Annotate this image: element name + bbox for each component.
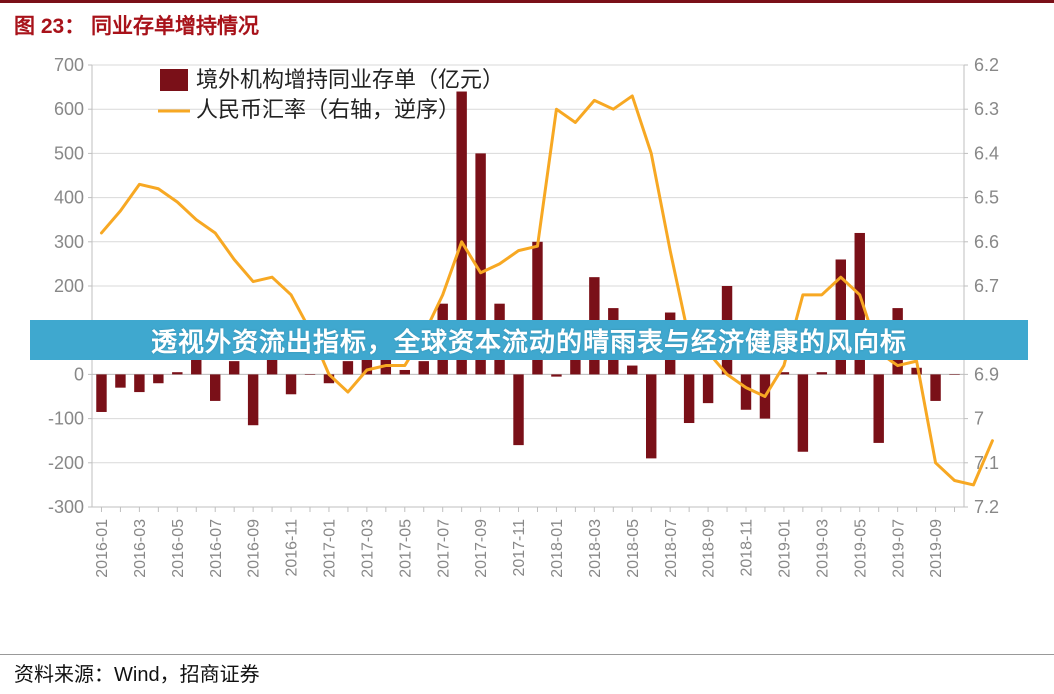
svg-text:700: 700 — [54, 55, 84, 75]
svg-text:2019-03: 2019-03 — [814, 519, 831, 578]
svg-text:6.7: 6.7 — [974, 276, 999, 296]
top-border — [0, 0, 1054, 3]
bar — [684, 374, 694, 423]
bar — [248, 374, 258, 425]
bar — [115, 374, 125, 387]
svg-text:6.6: 6.6 — [974, 232, 999, 252]
svg-text:2019-05: 2019-05 — [852, 519, 869, 578]
figure-title: 图 23： 同业存单增持情况 — [14, 10, 259, 40]
source-line: 资料来源：Wind，招商证券 — [14, 658, 260, 687]
bar — [419, 361, 429, 374]
svg-text:6.5: 6.5 — [974, 188, 999, 208]
svg-text:7: 7 — [974, 409, 984, 429]
bar — [798, 374, 808, 451]
bar — [627, 366, 637, 375]
watermark-text: 透视外资流出指标，全球资本流动的晴雨表与经济健康的风向标 — [151, 322, 907, 359]
svg-text:2017-11: 2017-11 — [511, 519, 528, 577]
svg-text:7.2: 7.2 — [974, 497, 999, 517]
bar — [134, 374, 144, 392]
figure-wrap: 图 23： 同业存单增持情况 -300-200-1000100200300400… — [0, 0, 1054, 694]
bar — [343, 361, 353, 374]
svg-text:-200: -200 — [48, 453, 84, 473]
bar — [286, 374, 296, 394]
svg-text:0: 0 — [74, 364, 84, 384]
svg-text:600: 600 — [54, 99, 84, 119]
svg-text:400: 400 — [54, 188, 84, 208]
svg-text:2019-01: 2019-01 — [777, 519, 794, 578]
svg-text:200: 200 — [54, 276, 84, 296]
svg-text:2016-07: 2016-07 — [208, 519, 225, 578]
svg-text:2019-09: 2019-09 — [928, 519, 945, 578]
svg-text:2016-11: 2016-11 — [284, 519, 301, 577]
bar — [873, 374, 883, 443]
bar — [172, 372, 182, 374]
source-text: Wind，招商证券 — [114, 664, 260, 686]
svg-text:2016-03: 2016-03 — [132, 519, 149, 578]
svg-text:2018-07: 2018-07 — [663, 519, 680, 578]
svg-text:6.9: 6.9 — [974, 364, 999, 384]
figure-title-text: 同业存单增持情况 — [91, 15, 259, 38]
legend-label-line: 人民币汇率（右轴，逆序） — [196, 97, 460, 122]
svg-text:2017-03: 2017-03 — [359, 519, 376, 578]
bar — [703, 374, 713, 403]
legend-swatch-bar — [160, 69, 188, 91]
legend-label-bar: 境外机构增持同业存单（亿元） — [196, 67, 504, 92]
bar — [741, 374, 751, 409]
bar — [930, 374, 940, 401]
svg-text:2016-01: 2016-01 — [94, 519, 111, 578]
bar — [646, 374, 656, 458]
bar — [305, 374, 315, 375]
svg-text:2018-03: 2018-03 — [587, 519, 604, 578]
svg-text:6.4: 6.4 — [974, 143, 999, 163]
bar — [153, 374, 163, 383]
watermark-band: 透视外资流出指标，全球资本流动的晴雨表与经济健康的风向标 — [30, 320, 1028, 360]
svg-text:6.2: 6.2 — [974, 55, 999, 75]
svg-text:2017-07: 2017-07 — [435, 519, 452, 578]
svg-text:500: 500 — [54, 143, 84, 163]
bottom-border — [0, 654, 1054, 655]
bar — [949, 374, 959, 375]
bar — [551, 374, 561, 376]
svg-text:2018-09: 2018-09 — [701, 519, 718, 578]
bar — [229, 361, 239, 374]
svg-text:2016-09: 2016-09 — [246, 519, 263, 578]
bar — [400, 370, 410, 374]
bar — [210, 374, 220, 401]
figure-number: 图 23： — [14, 15, 85, 38]
source-label: 资料来源： — [14, 664, 114, 686]
svg-text:2019-07: 2019-07 — [890, 519, 907, 578]
svg-text:2018-01: 2018-01 — [549, 519, 566, 578]
bar — [513, 374, 523, 445]
svg-text:2017-01: 2017-01 — [322, 519, 339, 578]
svg-text:2018-05: 2018-05 — [625, 519, 642, 578]
svg-text:2017-05: 2017-05 — [397, 519, 414, 578]
svg-text:-300: -300 — [48, 497, 84, 517]
svg-text:2017-09: 2017-09 — [473, 519, 490, 578]
svg-text:300: 300 — [54, 232, 84, 252]
svg-text:2018-11: 2018-11 — [739, 519, 756, 577]
bar — [96, 374, 106, 412]
bar — [817, 372, 827, 374]
svg-text:6.3: 6.3 — [974, 99, 999, 119]
svg-text:2016-05: 2016-05 — [170, 519, 187, 578]
svg-text:-100: -100 — [48, 409, 84, 429]
